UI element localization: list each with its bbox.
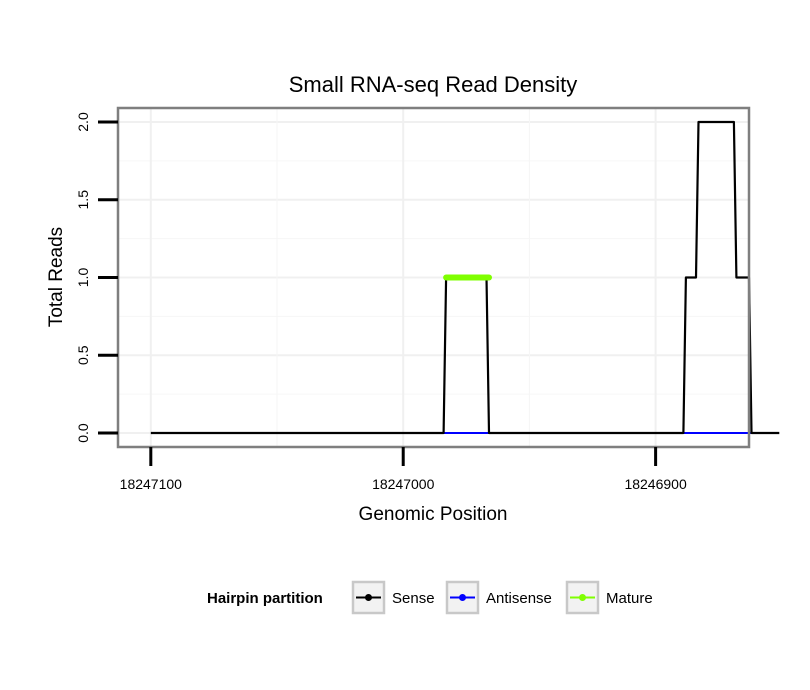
y-tick-label: 1.0 [75, 268, 91, 288]
x-tick-label: 18247000 [372, 476, 435, 492]
chart-title: Small RNA-seq Read Density [289, 72, 578, 97]
x-axis: 18247100 18247000 18246900 [120, 447, 687, 492]
gridlines [118, 108, 749, 447]
legend-title: Hairpin partition [207, 590, 323, 607]
y-tick-label: 0.5 [75, 345, 91, 365]
y-tick-label: 2.0 [75, 112, 91, 132]
legend: Hairpin partition Sense Antisense Mature [207, 580, 653, 615]
series-layer [150, 120, 780, 435]
legend-label-antisense: Antisense [486, 590, 552, 607]
x-tick-label: 18246900 [624, 476, 687, 492]
y-axis: 0.0 0.5 1.0 1.5 2.0 [75, 112, 118, 443]
y-tick-label: 0.0 [75, 423, 91, 443]
y-axis-title: Total Reads [46, 227, 67, 327]
x-tick-label: 18247100 [120, 476, 183, 492]
legend-key-point [459, 594, 466, 601]
legend-key-point [365, 594, 372, 601]
legend-label-sense: Sense [392, 590, 435, 607]
y-tick-label: 1.5 [75, 190, 91, 210]
x-axis-title: Genomic Position [359, 504, 508, 525]
legend-key-point [579, 594, 586, 601]
legend-label-mature: Mature [606, 590, 653, 607]
